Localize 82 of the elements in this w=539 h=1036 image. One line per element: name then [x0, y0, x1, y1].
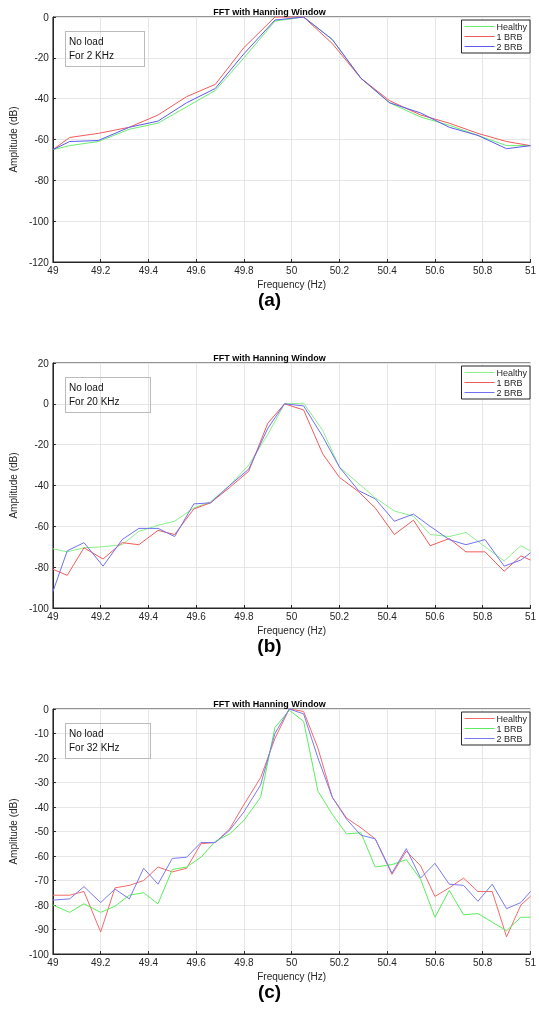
text: (b): [257, 635, 282, 656]
y-tick-label: -20: [34, 52, 50, 64]
x-tick-label: 50.8: [472, 264, 493, 276]
legend-label: 2 BRB: [496, 733, 523, 744]
y-tick-label: -40: [34, 801, 50, 813]
y-tick-label: -20: [34, 439, 50, 451]
y-tick-label: -80: [34, 174, 50, 186]
legend-label: 2 BRB: [496, 387, 523, 398]
legend-label: Healthy: [496, 21, 528, 32]
y-tick-label: -70: [34, 875, 50, 886]
y-tick-label: 0: [43, 703, 50, 715]
x-tick-label: 49.4: [138, 610, 159, 622]
y-tick-label: -100: [28, 602, 50, 614]
y-tick-label: -60: [34, 520, 50, 532]
x-axis-title: Frequency (Hz): [257, 625, 327, 637]
x-tick-label: 50.6: [425, 610, 446, 622]
y-tick-label: -10: [34, 728, 50, 739]
chart-title: FFT with Hanning Window: [213, 352, 327, 363]
x-tick-label: 49.4: [138, 264, 159, 276]
y-axis-title: Amplitude (dB): [7, 798, 19, 865]
chart-title: FFT with Hanning Window: [213, 6, 327, 17]
y-tick-label: 0: [43, 11, 50, 23]
x-tick-label: 49.6: [186, 264, 207, 276]
y-tick-label: -20: [34, 752, 50, 764]
x-tick-label: 50.4: [377, 610, 398, 622]
x-tick-label: 50: [286, 956, 298, 968]
y-axis-title: Amplitude (dB): [7, 452, 19, 519]
x-tick-label: 50.8: [472, 610, 493, 622]
y-tick-label: -30: [34, 777, 50, 788]
x-tick-label: 49.8: [234, 956, 255, 968]
x-axis-title: Frequency (Hz): [257, 971, 327, 983]
y-axis-title: Amplitude (dB): [7, 106, 19, 173]
legend-label: Healthy: [496, 713, 528, 724]
x-tick-label: 49.4: [138, 956, 159, 968]
y-tick-label: 20: [37, 357, 50, 369]
x-tick-label: 49: [47, 610, 59, 622]
legend-label: 2 BRB: [496, 41, 523, 52]
x-tick-label: 50.4: [377, 956, 398, 968]
annotation: No load For 2 KHz: [65, 31, 146, 67]
x-tick-label: 49.6: [186, 610, 207, 622]
x-tick-label: 51: [524, 956, 537, 968]
x-tick-label: 50.2: [329, 956, 350, 968]
y-tick-label: -40: [34, 93, 50, 105]
y-tick-label: -120: [28, 256, 50, 268]
legend-label: 1 BRB: [496, 31, 523, 42]
annotation: No load For 32 KHz: [65, 723, 151, 759]
x-tick-label: 50.2: [329, 264, 350, 276]
x-tick-label: 50: [286, 264, 298, 276]
x-tick-label: 50: [286, 610, 298, 622]
x-tick-label: 49: [47, 956, 59, 968]
x-tick-label: 51: [524, 610, 537, 622]
annotation: No load For 20 KHz: [65, 377, 151, 413]
x-tick-label: 50.2: [329, 610, 350, 622]
y-tick-label: -80: [34, 899, 50, 911]
y-tick-label: -100: [28, 215, 50, 227]
legend-label: 1 BRB: [496, 723, 523, 734]
x-tick-label: 49.6: [186, 956, 207, 968]
x-tick-label: 50.8: [472, 956, 493, 968]
x-tick-label: 49.8: [234, 610, 255, 622]
text: (a): [257, 289, 282, 310]
y-tick-label: -100: [28, 948, 50, 960]
y-tick-label: -90: [34, 924, 50, 935]
x-tick-label: 49.2: [90, 264, 111, 276]
x-axis-title: Frequency (Hz): [257, 279, 327, 291]
x-tick-label: 49: [47, 264, 59, 276]
y-tick-label: -50: [34, 826, 50, 837]
x-tick-label: 50.6: [425, 264, 446, 276]
y-tick-label: -60: [34, 134, 50, 145]
legend-label: Healthy: [496, 367, 528, 378]
x-tick-label: 51: [524, 264, 537, 276]
y-tick-label: 0: [43, 398, 50, 410]
x-tick-label: 49.2: [90, 610, 111, 622]
x-tick-label: 50.6: [425, 956, 446, 968]
y-tick-label: -80: [34, 561, 50, 573]
y-tick-label: -60: [34, 850, 50, 862]
legend-label: 1 BRB: [496, 377, 523, 388]
chart-title: FFT with Hanning Window: [213, 698, 327, 709]
x-tick-label: 49.8: [234, 264, 255, 276]
text: (c): [257, 981, 282, 1002]
x-tick-label: 50.4: [377, 264, 398, 276]
y-tick-label: -40: [34, 480, 50, 491]
x-tick-label: 49.2: [90, 956, 111, 968]
